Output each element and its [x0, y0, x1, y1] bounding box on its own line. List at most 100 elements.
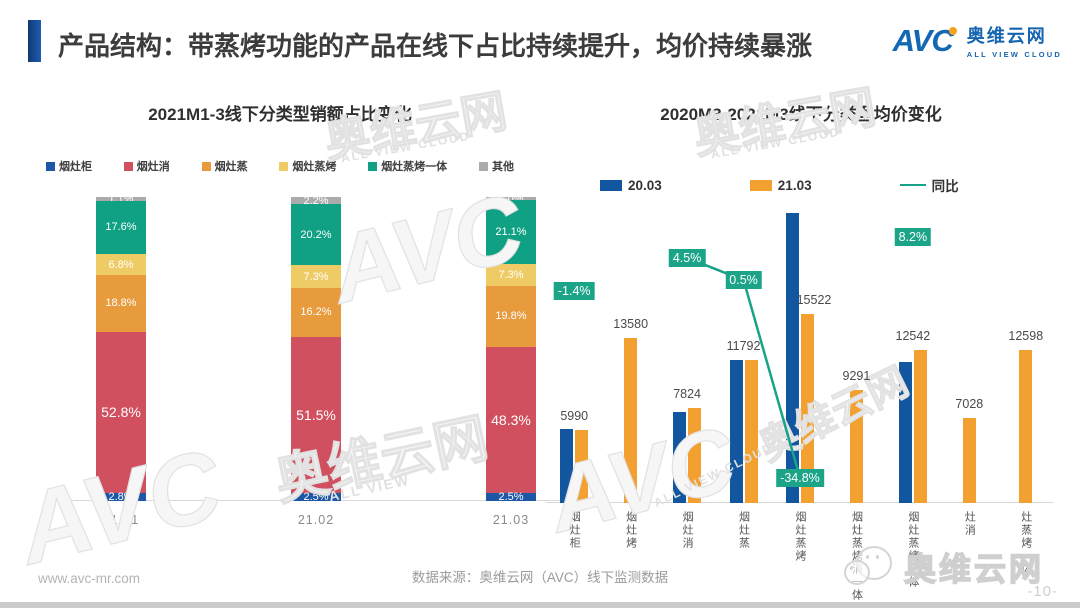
legend-label: 烟灶柜	[59, 161, 92, 173]
stacked-bar-segment: 1.1%	[96, 194, 146, 205]
sales-share-chart: 2021M1-3线下分类型销额占比变化 烟灶柜 烟灶消 烟灶蒸 烟灶蒸烤 烟灶蒸烤一体 其…	[40, 100, 574, 600]
x-axis-label: 灶消	[963, 511, 976, 537]
stacked-bar-segment: 7.3%	[486, 264, 536, 287]
footer-website: www.avc-mr.com	[38, 571, 141, 586]
bar-value-label: 12598	[1008, 328, 1044, 343]
legend-label: 同比	[931, 179, 959, 194]
bar-2103	[849, 390, 863, 503]
bar-value-label: 5990	[560, 409, 589, 424]
left-chart-legend: 烟灶柜 烟灶消 烟灶蒸 烟灶蒸烤 烟灶蒸烤一体 其他	[46, 158, 514, 174]
bar-value-label: 7824	[673, 386, 701, 401]
stacked-bar-segment: 51.5%	[291, 336, 341, 494]
x-axis-label: 21.02	[297, 513, 335, 527]
yoy-value-label: -1.4%	[553, 281, 595, 300]
stacked-bar-segment: 19.8%	[486, 286, 536, 347]
bar-group: 11792 烟灶蒸	[715, 205, 771, 550]
bar-group: 9291烟灶蒸烤消一体	[828, 205, 884, 602]
bar-value-label: 15522	[796, 293, 832, 308]
right-x-axis-line	[546, 502, 1054, 503]
bar-value-label: 7028	[955, 396, 984, 411]
yoy-value-label: 4.5%	[668, 248, 706, 267]
avc-logo-text: AVC	[893, 23, 959, 59]
bar-value-label: 9291	[842, 369, 871, 383]
wechat-account-name: 奥维云网	[903, 550, 1044, 588]
x-axis-label: 烟灶消	[681, 511, 694, 550]
legend-swatch-icon	[749, 179, 772, 191]
bar-2103	[1019, 349, 1033, 503]
stacked-bar-segment: 1.0%	[486, 193, 536, 204]
bar-value-label: 11792	[726, 338, 761, 353]
logo-company-name: 奥维云网	[966, 26, 1047, 46]
stacked-bar-segment: 16.2%	[291, 287, 341, 337]
legend-swatch-icon	[201, 161, 211, 171]
right-chart-title: 2020M3-2021M3线下分类型均价变化	[660, 105, 942, 124]
bar-2103	[624, 337, 638, 503]
legend-item: 烟灶柜	[46, 158, 92, 174]
stacked-bar-segment: 48.3%	[486, 346, 536, 494]
legend-swatch-icon	[368, 161, 378, 171]
stacked-bar-segment: 17.6%	[96, 200, 146, 255]
stacked-bar-segment: 21.1%	[486, 200, 536, 265]
legend-item: 21.03	[749, 178, 812, 193]
avg-price-chart: 2020M3-2021M3线下分类型均价变化 20.03 21.03 同比 5990…	[542, 100, 1060, 605]
logo-orange-dot-icon	[948, 26, 957, 35]
legend-swatch-icon	[123, 161, 133, 171]
legend-item: 烟灶蒸	[201, 158, 248, 174]
bar-value-label: 12542	[895, 329, 931, 344]
stacked-bar-segment: 2.5%	[486, 492, 536, 503]
stacked-bar-segment: 52.8%	[96, 332, 146, 493]
legend-swatch-icon	[899, 183, 926, 187]
bar-2103	[744, 359, 758, 503]
yoy-value-label: 0.5%	[725, 271, 762, 290]
left-chart-title: 2021M1-3线下分类型销额占比变化	[148, 105, 412, 124]
bar-value-label: 13580	[613, 316, 649, 331]
bar-group: 5990 烟灶柜	[546, 205, 602, 550]
right-chart-plot: 5990 烟灶柜 13580 烟灶烤 7824 烟灶消 11792 烟灶蒸 15522 烟灶蒸烤 9…	[546, 205, 1054, 602]
title-accent-bar	[28, 20, 41, 62]
bar-group: 13580 烟灶烤	[602, 205, 658, 550]
left-chart-plot: 2.8% 52.8% 18.8% 6.8% 17.6% 1.1% 21.01 2.5% 51.5…	[58, 193, 574, 527]
avc-logo: AVC 奥维云网 ALL VIEW CLOUD	[893, 22, 1062, 60]
bar-2103	[913, 350, 927, 503]
footer-data-source: 数据来源：奥维云网（AVC）线下监测数据	[411, 570, 669, 585]
bar-2103	[688, 407, 702, 503]
stacked-bar-segment: 2.5%	[291, 492, 341, 503]
x-axis-label: 21.03	[492, 513, 530, 527]
legend-label: 烟灶蒸烤	[292, 161, 337, 173]
bar-group: 15522 烟灶蒸烤	[772, 205, 831, 563]
wechat-watermark: 奥维云网	[842, 544, 1044, 590]
bar-2003	[560, 429, 574, 503]
stacked-bar: 2.5% 48.3% 19.8% 7.3% 21.1% 1.0% 21.03	[486, 193, 536, 527]
stacked-bar-segment: 6.8%	[96, 254, 146, 275]
legend-label: 烟灶消	[136, 161, 170, 173]
bar-2103	[575, 430, 589, 503]
legend-label: 烟灶蒸	[214, 161, 248, 173]
bar-2003	[729, 360, 743, 503]
yoy-value-label: -34.8%	[776, 468, 824, 487]
bar-2003	[673, 411, 687, 503]
x-axis-label: 灶蒸烤一体	[1019, 511, 1032, 576]
stacked-bar: 2.8% 52.8% 18.8% 6.8% 17.6% 1.1% 21.01	[96, 194, 146, 527]
x-axis-label: 烟灶烤	[624, 511, 637, 550]
legend-item: 烟灶蒸烤一体	[368, 158, 447, 174]
legend-swatch-icon	[279, 161, 289, 171]
stacked-bar-segment: 7.3%	[291, 265, 341, 288]
legend-swatch-icon	[46, 161, 55, 171]
x-axis-label: 烟灶蒸	[737, 511, 750, 550]
legend-label: 其他	[491, 161, 514, 173]
stacked-bar-segment: 20.2%	[291, 204, 341, 266]
bar-group: 7028 灶消	[941, 205, 997, 537]
legend-item: 同比	[899, 175, 959, 195]
legend-item: 烟灶消	[123, 158, 170, 174]
stacked-bar-segment: 18.8%	[96, 274, 146, 332]
x-axis-label: 烟灶蒸烤一体	[906, 511, 919, 589]
bar-2003	[898, 362, 912, 503]
legend-label: 烟灶蒸烤一体	[381, 161, 448, 173]
bar-group: 12598 灶蒸烤一体	[998, 205, 1054, 576]
bottom-edge-strip	[0, 602, 1080, 608]
x-axis-label: 21.01	[102, 513, 140, 527]
bar-2103	[800, 314, 814, 503]
logo-tagline: ALL VIEW CLOUD	[966, 50, 1062, 59]
legend-item: 其他	[478, 158, 514, 174]
stacked-bar-segment: 2.2%	[291, 195, 341, 206]
